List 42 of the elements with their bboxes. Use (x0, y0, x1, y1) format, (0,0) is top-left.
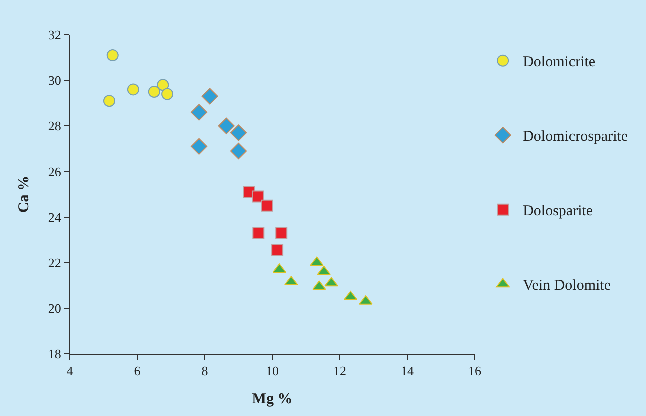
point (162, 88, 174, 100)
point (230, 124, 248, 142)
legend-label: Dolosparite (523, 204, 594, 220)
point (276, 227, 288, 240)
point (272, 244, 284, 256)
point (230, 142, 248, 160)
y-tick-label: 20 (48, 300, 62, 316)
point (312, 280, 326, 290)
point (106, 50, 119, 62)
legend-label: Dolomicrite (523, 54, 596, 71)
x-tick-label: 10 (266, 364, 279, 379)
point (202, 88, 218, 105)
x-tick-label: 12 (334, 364, 346, 379)
y-tick-label: 18 (48, 346, 62, 362)
point (324, 277, 338, 287)
y-axis-title: Ca % (16, 176, 33, 214)
point (190, 104, 208, 121)
x-tick-label: 6 (134, 364, 142, 379)
point (310, 256, 324, 266)
point (103, 95, 116, 108)
point (190, 138, 208, 155)
y-tick-label: 22 (48, 255, 62, 270)
x-axis-title: Mg % (252, 392, 293, 408)
point (261, 200, 274, 212)
x-tick-label: 4 (66, 364, 74, 379)
x-tick-label: 16 (468, 364, 482, 379)
point (252, 227, 265, 240)
y-tick-label: 30 (48, 73, 62, 88)
y-tick-label: 24 (48, 210, 62, 225)
point (127, 84, 140, 96)
y-tick-label: 32 (48, 28, 62, 43)
x-tick-label: 8 (202, 364, 208, 379)
y-tick-label: 26 (48, 164, 62, 180)
point (148, 86, 160, 98)
point (218, 118, 235, 134)
x-tick-label: 14 (401, 364, 414, 379)
y-tick-label: 28 (48, 118, 62, 134)
legend-label: Vein Dolomite (523, 278, 612, 294)
legend-label: Dolomicrosparite (523, 129, 628, 146)
point (252, 190, 264, 203)
point (317, 266, 331, 276)
point (157, 79, 170, 92)
